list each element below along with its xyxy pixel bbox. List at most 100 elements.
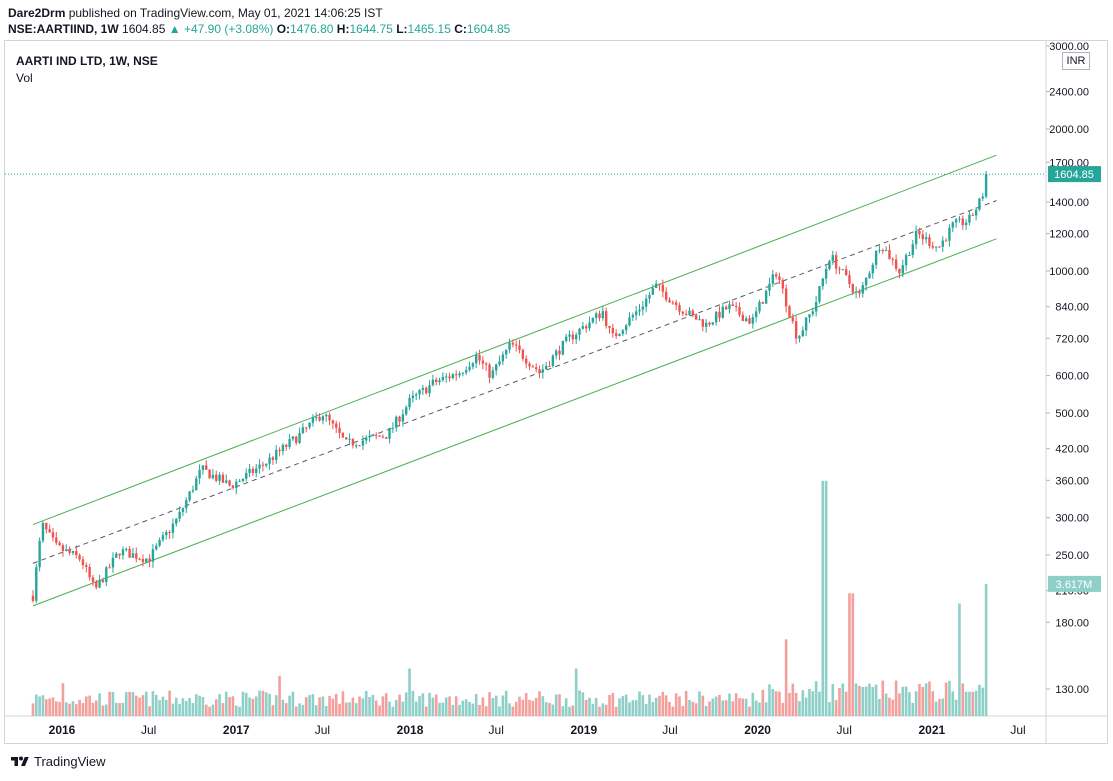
volume-bar (204, 704, 208, 716)
volume-bar (271, 705, 275, 716)
candle-body (468, 366, 471, 371)
x-tick-label: 2016 (49, 723, 76, 737)
volume-bar (868, 683, 871, 716)
candle-body (524, 358, 528, 364)
candle-body (198, 469, 201, 479)
candle-body (168, 531, 171, 533)
volume-bar (184, 700, 188, 716)
candle-body (911, 244, 914, 255)
volume-bar (468, 701, 471, 716)
candle-body (841, 269, 844, 271)
volume-bar (794, 693, 798, 716)
volume-bar (921, 686, 925, 716)
candle-body (588, 322, 591, 329)
candle-body (601, 311, 605, 319)
tradingview-footer[interactable]: TradingView (10, 754, 106, 769)
candle-body (308, 422, 311, 428)
x-tick-label: 2019 (570, 723, 597, 737)
tradingview-logo-icon (11, 756, 29, 766)
candle-body (698, 319, 701, 321)
candle-body (448, 376, 451, 379)
volume-bar (388, 701, 391, 716)
candle-body (458, 373, 461, 376)
volume-bar (64, 702, 68, 716)
volume-bar (54, 701, 58, 716)
volume-bar (384, 693, 388, 716)
candle-body (834, 255, 838, 269)
candle-body (941, 240, 944, 247)
candle-body (255, 468, 258, 473)
volume-bar (491, 698, 495, 716)
volume-bar (671, 706, 675, 716)
candle-body (751, 317, 755, 324)
volume-bar (441, 702, 445, 716)
tradingview-brand: TradingView (34, 754, 106, 769)
volume-bar (538, 691, 541, 716)
candle-body (301, 427, 305, 434)
volume-bar (668, 701, 671, 716)
volume-bar (481, 697, 485, 716)
candle-body (141, 558, 145, 563)
volume-bar (871, 687, 875, 716)
volume-bar (894, 680, 898, 716)
volume-bar (408, 668, 411, 716)
candle-body (251, 468, 255, 473)
volume-bar (528, 699, 531, 716)
x-tick-label: 2021 (918, 723, 945, 737)
candle-body (135, 553, 138, 559)
candle-body (654, 283, 658, 288)
candle-body (861, 285, 864, 294)
volume-bar (658, 695, 661, 716)
x-tick-label: Jul (315, 723, 330, 737)
volume-bar (518, 696, 521, 716)
candle-body (678, 305, 681, 312)
volume-bar (248, 697, 251, 716)
volume-bar (701, 695, 705, 716)
volume-bar (31, 703, 35, 716)
volume-bar (288, 695, 291, 716)
price-change: ▲ +47.90 (+3.08%) (168, 22, 274, 36)
volume-bar (428, 692, 431, 716)
candle-body (268, 457, 271, 464)
volume-bar (751, 692, 755, 716)
currency-label[interactable]: INR (1062, 52, 1090, 70)
volume-bar (494, 695, 498, 716)
candle-body (541, 369, 545, 373)
author-name[interactable]: Dare2Drm (8, 6, 66, 20)
candle-body (265, 463, 268, 466)
volume-bar (631, 700, 635, 716)
volume-bar (354, 703, 358, 716)
volume-bar (918, 684, 921, 716)
candle-body (275, 449, 278, 460)
volume-bar (84, 696, 88, 716)
candle-body (68, 549, 71, 553)
candle-body (951, 222, 954, 228)
volume-bar (754, 700, 758, 716)
volume-indicator-label[interactable]: Vol (16, 71, 33, 85)
volume-bar (681, 706, 685, 716)
candle-body (758, 302, 761, 312)
candle-body (171, 523, 175, 533)
volume-bar (728, 693, 731, 716)
y-tick-label: 840.00 (1055, 302, 1089, 314)
candle-body (674, 302, 678, 306)
candle-body (768, 283, 771, 291)
volume-bar (168, 690, 171, 716)
volume-bar (758, 702, 761, 716)
candle-body (211, 474, 215, 479)
candle-body (178, 511, 181, 519)
volume-bar (488, 692, 491, 716)
candle-body (978, 198, 981, 210)
candle-body (864, 277, 868, 286)
volume-bar (431, 697, 435, 716)
volume-bar (58, 701, 61, 716)
volume-bar (888, 697, 891, 716)
volume-bar (98, 693, 101, 716)
candle-body (581, 326, 585, 329)
candle-body (388, 427, 391, 439)
last-price: 1604.85 (122, 22, 166, 36)
volume-bar (524, 693, 528, 716)
volume-bar (114, 702, 118, 716)
x-tick-label: Jul (489, 723, 504, 737)
